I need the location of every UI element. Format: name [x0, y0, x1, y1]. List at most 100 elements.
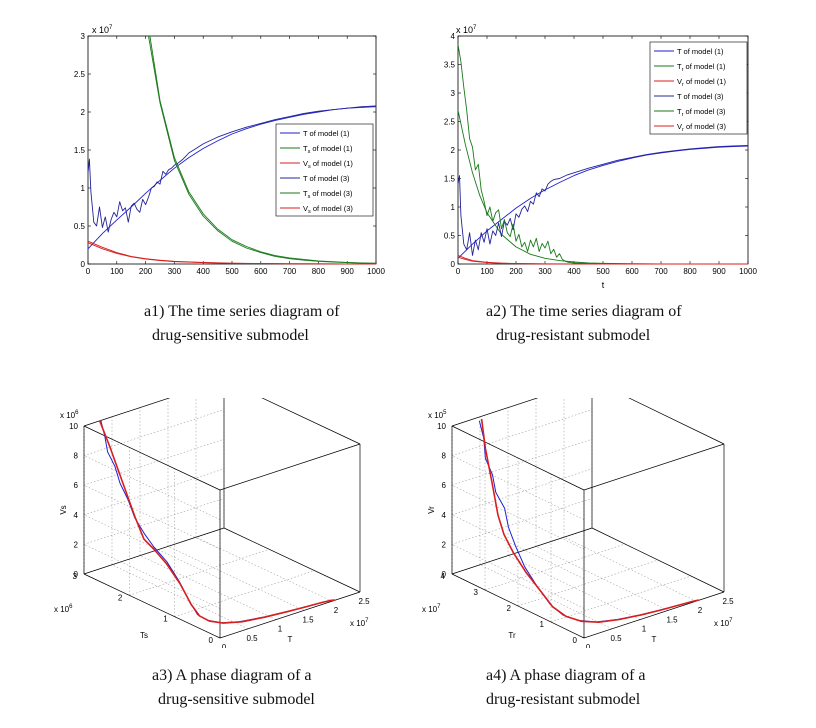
a3-box-edge [83, 527, 225, 575]
a4-ztick-label: 8 [442, 452, 447, 461]
a1-xtick-label: 300 [168, 267, 182, 276]
a2-ytick-label: 4 [451, 32, 456, 41]
a4-ytick-label: 1 [540, 620, 545, 629]
a4-box-edge [451, 573, 585, 639]
a1-xtick-label: 900 [341, 267, 355, 276]
a3-ytick-label: 1 [163, 615, 168, 624]
a1-legend-label: Ts of model (3) [303, 189, 353, 200]
a1-xtick-label: 400 [197, 267, 211, 276]
a4-series-1 [478, 420, 699, 623]
a3-ztick-label: 10 [69, 422, 78, 431]
a3-grid-y-floor [174, 570, 315, 617]
a4-xtick-label: 0.5 [610, 634, 622, 643]
a2-legend-label: Tr of model (1) [677, 62, 726, 73]
a4-grid-z-back [451, 409, 593, 456]
a4-ytick-label: 2 [507, 604, 512, 613]
chart-a1: x 107 0 100 200 300 400 500 600 700 800 900 1000 0 0… [74, 25, 386, 276]
caption-a2-line2: drug-resistant submodel [496, 327, 651, 344]
a3-box-edge [219, 591, 361, 639]
a4-box-edge [628, 398, 725, 445]
a2-xtick-label: 500 [596, 267, 610, 276]
a4-ztick-label: 6 [442, 481, 447, 490]
a1-ytick-label: 3 [81, 32, 86, 41]
a4-xtick-label: 1 [642, 625, 647, 634]
a2-ytick-label: 2 [451, 146, 456, 155]
a1-xtick-label: 600 [254, 267, 268, 276]
a3-grid-x-floor [195, 536, 333, 602]
a1-legend-box [275, 123, 374, 217]
a2-legend-label: Vr of model (3) [677, 122, 726, 133]
a2-ytick-label: 0.5 [444, 232, 456, 241]
a1-ytick-label: 0.5 [74, 222, 86, 231]
a4-grid-y-floor [550, 575, 692, 623]
a3-xtick-label: 0.5 [246, 634, 258, 643]
a2-xtick-label: 100 [480, 267, 494, 276]
a3-series-0 [98, 420, 335, 624]
a1-xtick-label: 700 [283, 267, 297, 276]
a2-ytick-label: 3.5 [444, 61, 456, 70]
a4-xtick-label: 2 [698, 606, 703, 615]
a1-series-4 [148, 35, 377, 264]
a3-ytick-label: 0 [209, 636, 214, 645]
a4-grid-x-floor [507, 555, 641, 620]
a4-grid-z-back [451, 468, 593, 516]
a3-grid-x-floor [167, 546, 305, 611]
a2-ytick-label: 1.5 [444, 175, 456, 184]
a1-ytick-label: 1 [81, 184, 86, 193]
a1-legend-label: Vs of model (3) [303, 204, 353, 215]
a4-x-exponent: x 107 [714, 618, 733, 628]
caption-a1-line1: a1) The time series diagram of [144, 303, 340, 320]
a3-z-exponent: x 106 [60, 410, 79, 420]
a4-y-exponent: x 107 [422, 604, 441, 614]
caption-a4-line1: a4) A phase diagram of a [486, 667, 646, 684]
caption-a3-line1: a3) A phase diagram of a [152, 667, 312, 684]
a4-ztick-label: 0 [442, 570, 447, 579]
a3-grid-z-left [83, 484, 221, 550]
a1-legend-label: Vs of model (1) [303, 159, 353, 170]
a1-xtick-label: 0 [86, 267, 91, 276]
a1-xtick-label: 1000 [367, 267, 385, 276]
a4-ytick-label: 0 [573, 636, 578, 645]
a2-ytick-label: 2.5 [444, 118, 456, 127]
a2-xlabel: t [602, 280, 605, 290]
a2-xtick-label: 300 [538, 267, 552, 276]
a3-grid-z-back [83, 398, 171, 427]
a4-box-edge [591, 527, 725, 593]
a4-series-0 [480, 418, 699, 623]
a2-series-3 [457, 144, 749, 256]
a4-ztick-label: 10 [437, 422, 446, 431]
a4-grid-y-floor [484, 543, 626, 591]
a1-series-3 [87, 105, 377, 233]
a1-legend-label: T of model (1) [303, 129, 350, 138]
a3-xtick-label: 1.5 [302, 615, 314, 624]
a2-series-5 [457, 256, 748, 265]
a3-grid-x-floor [111, 564, 249, 630]
caption-a1: a1) The time series diagram of drug-sens… [144, 300, 340, 348]
a2-ytick-label: 1 [451, 203, 456, 212]
a3-ztick-label: 0 [74, 570, 79, 579]
a3-grid-z-back [83, 498, 225, 545]
a2-legend-label: T of model (3) [677, 92, 724, 101]
a4-box-edge [451, 527, 593, 575]
a4-grid-y-floor [517, 559, 659, 607]
a2-xtick-label: 1000 [739, 267, 757, 276]
a4-z-exponent: x 105 [428, 410, 447, 420]
a1-xtick-label: 800 [312, 267, 326, 276]
a4-box-edge [583, 591, 725, 639]
a4-ztick-label: 2 [442, 540, 447, 549]
a1-xtick-label: 200 [139, 267, 153, 276]
a3-box-edge [261, 398, 361, 445]
a1-ytick-label: 0 [81, 260, 86, 269]
a2-series-0 [457, 145, 749, 259]
a3-box-edge [83, 573, 221, 639]
a3-xtick-label: 0 [222, 643, 227, 648]
a3-xlabel: T [288, 635, 293, 644]
a4-box-edge [583, 443, 725, 491]
caption-a2-line1: a2) The time series diagram of [486, 303, 682, 320]
a4-grid-z-back [451, 498, 593, 545]
a4-xtick-label: 1.5 [666, 615, 678, 624]
a2-ytick-label: 0 [451, 260, 456, 269]
a4-xtick-label: 0 [586, 643, 591, 648]
